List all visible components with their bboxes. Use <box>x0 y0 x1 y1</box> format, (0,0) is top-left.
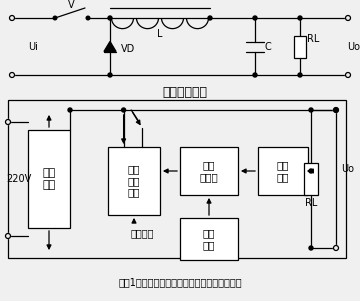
Bar <box>8 100 346 258</box>
Circle shape <box>108 16 112 20</box>
Circle shape <box>333 107 338 113</box>
Circle shape <box>208 16 212 20</box>
Circle shape <box>333 246 338 250</box>
Text: RL: RL <box>305 198 317 208</box>
Text: Uo: Uo <box>342 164 355 174</box>
Text: 整流
电路: 整流 电路 <box>42 168 56 190</box>
Text: C: C <box>265 42 271 51</box>
Circle shape <box>309 169 313 173</box>
Circle shape <box>298 16 302 20</box>
Polygon shape <box>104 42 116 51</box>
Bar <box>258 147 308 195</box>
Circle shape <box>86 16 90 20</box>
Circle shape <box>309 108 313 112</box>
Bar <box>304 163 318 195</box>
Circle shape <box>334 108 338 112</box>
Circle shape <box>309 246 313 250</box>
Text: RL: RL <box>307 33 319 44</box>
Text: 比较
放大器: 比较 放大器 <box>200 160 219 182</box>
Bar <box>180 218 238 260</box>
Circle shape <box>108 73 112 77</box>
Text: Uo: Uo <box>347 42 360 51</box>
Text: V: V <box>68 0 75 10</box>
Bar <box>294 36 306 57</box>
Circle shape <box>9 15 14 20</box>
Text: Ui: Ui <box>28 42 38 51</box>
Circle shape <box>298 73 302 77</box>
Text: 基准
电路: 基准 电路 <box>203 228 215 250</box>
Circle shape <box>68 108 72 112</box>
Text: 220V: 220V <box>6 174 32 184</box>
Text: 开关脉冲: 开关脉冲 <box>130 228 154 238</box>
Text: 脉冲
调宽
电路: 脉冲 调宽 电路 <box>128 164 140 197</box>
Circle shape <box>346 73 351 77</box>
Text: 图（1）开关稳压电源的原理图及等效原理框图: 图（1）开关稳压电源的原理图及等效原理框图 <box>118 277 242 287</box>
Text: 取样
电路: 取样 电路 <box>277 160 289 182</box>
Circle shape <box>253 73 257 77</box>
Circle shape <box>53 16 57 20</box>
Circle shape <box>5 119 10 125</box>
Text: VD: VD <box>121 45 135 54</box>
Bar <box>180 147 238 195</box>
Bar <box>28 130 70 228</box>
Circle shape <box>253 16 257 20</box>
Bar <box>108 147 160 215</box>
Circle shape <box>122 108 126 112</box>
Text: L: L <box>157 29 163 39</box>
Circle shape <box>346 15 351 20</box>
Text: 开关调整元件: 开关调整元件 <box>162 85 207 98</box>
Circle shape <box>5 234 10 238</box>
Circle shape <box>9 73 14 77</box>
